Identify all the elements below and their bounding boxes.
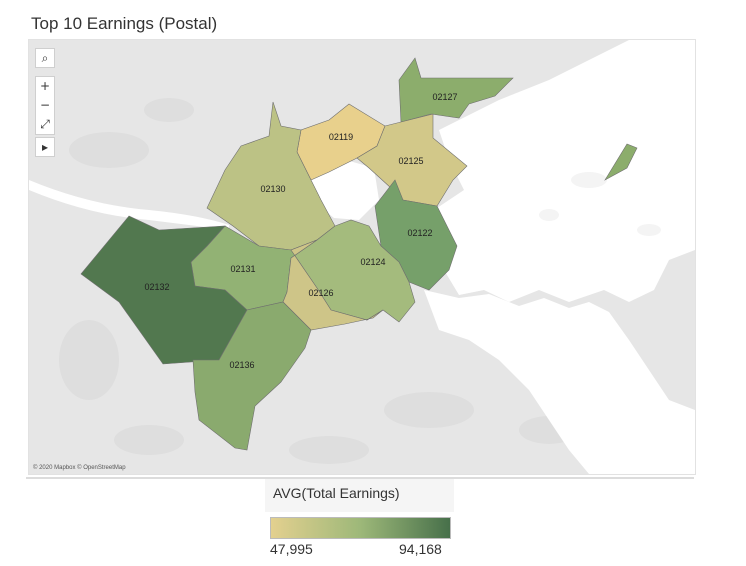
map-title: Top 10 Earnings (Postal) [31,14,218,33]
postal-regions[interactable] [80,57,638,451]
region-02127-island[interactable] [604,143,638,181]
islands [539,172,661,236]
zoom-out-button[interactable]: − [36,96,54,115]
region-02136[interactable] [192,301,312,451]
region-label-02127: 02127 [432,92,457,102]
map-attribution[interactable]: © 2020 Mapbox © OpenStreetMap [33,465,126,471]
legend-max-label: 94,168 [399,541,442,557]
region-02132[interactable] [80,215,248,365]
region-label-02124: 02124 [360,257,385,267]
region-label-02126: 02126 [308,288,333,298]
map-view[interactable]: 02127 02119 02125 02130 02122 02124 0213… [28,39,696,475]
legend-gradient-bar [270,517,451,539]
region-label-02122: 02122 [407,228,432,238]
divider [26,477,694,479]
map-toolbar: ⌕ + − ⤢ ▸ [35,48,57,159]
region-label-02132: 02132 [144,282,169,292]
legend-title: AVG(Total Earnings) [265,479,454,512]
region-label-02119: 02119 [329,132,353,142]
legend-min-label: 47,995 [270,541,313,557]
pan-tool-icon[interactable]: ▸ [35,137,55,157]
harbor-water [434,40,695,302]
reset-view-icon[interactable]: ⤢ [36,115,54,134]
region-label-02136: 02136 [229,360,254,370]
search-icon[interactable]: ⌕ [35,48,55,68]
region-label-02131: 02131 [230,264,255,274]
region-label-02125: 02125 [398,156,423,166]
color-legend: AVG(Total Earnings) 47,995 94,168 [265,479,454,559]
pond-water [311,158,379,220]
region-labels: 02127 02119 02125 02130 02122 02124 0213… [144,92,457,370]
map-canvas[interactable]: 02127 02119 02125 02130 02122 02124 0213… [29,40,695,474]
bay-water [424,290,695,474]
river-water [29,180,229,230]
region-label-02130: 02130 [260,184,285,194]
zoom-controls: + − ⤢ [35,76,55,135]
zoom-in-button[interactable]: + [36,77,54,96]
